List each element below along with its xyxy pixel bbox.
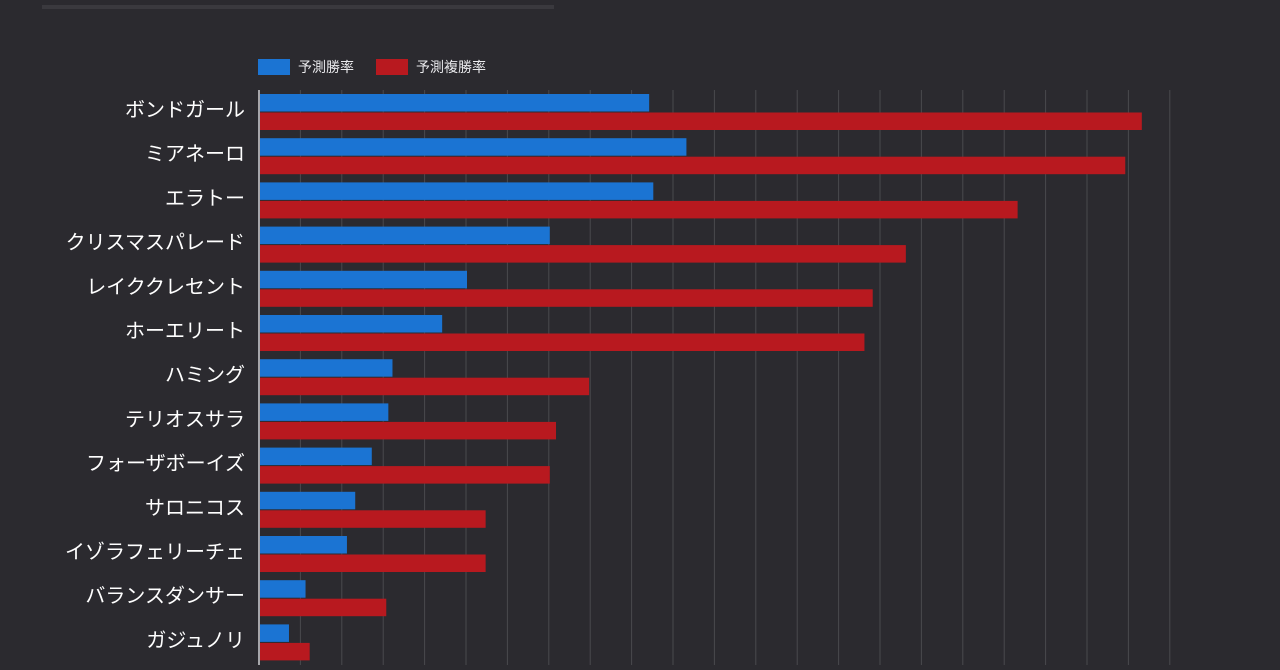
bar-win-rate[interactable] — [260, 315, 443, 333]
bar-place-rate[interactable] — [260, 510, 486, 528]
bar-place-rate[interactable] — [260, 156, 1126, 175]
category-label: ホーエリート — [125, 319, 245, 343]
bar-win-rate[interactable] — [260, 359, 393, 377]
category-label: クリスマスパレード — [66, 230, 245, 254]
bar-place-rate[interactable] — [260, 466, 550, 484]
category-label: バランスダンサー — [85, 584, 245, 608]
legend-item-place-rate[interactable]: 予測複勝率 — [376, 57, 486, 77]
bar-win-rate[interactable] — [260, 182, 654, 200]
bar-place-rate[interactable] — [260, 377, 590, 396]
legend: 予測勝率 予測複勝率 — [258, 57, 508, 77]
category-label: レイククレセント — [86, 274, 245, 298]
bar-place-rate[interactable] — [260, 598, 387, 617]
bar-win-rate[interactable] — [260, 270, 467, 289]
bar-place-rate[interactable] — [260, 112, 1142, 131]
category-label: ボンドガール — [125, 98, 245, 122]
category-label: サロニコス — [145, 495, 245, 519]
category-label: ミアネーロ — [145, 142, 245, 166]
bar-place-rate[interactable] — [260, 245, 906, 263]
bar-place-rate[interactable] — [260, 200, 1018, 219]
bar-win-rate[interactable] — [260, 447, 372, 466]
bar-win-rate[interactable] — [260, 403, 389, 421]
bar-place-rate[interactable] — [260, 421, 557, 440]
bar-place-rate[interactable] — [260, 289, 873, 307]
category-label: ガジュノリ — [146, 628, 245, 652]
bar-win-rate[interactable] — [260, 491, 356, 510]
bar-place-rate[interactable] — [260, 554, 486, 573]
bar-win-rate[interactable] — [260, 94, 650, 112]
category-label: エラトー — [165, 186, 245, 210]
top-divider — [42, 5, 554, 9]
legend-swatch-place-rate — [376, 59, 408, 75]
category-label: テリオスサラ — [125, 407, 245, 431]
legend-item-win-rate[interactable]: 予測勝率 — [258, 57, 354, 77]
bar-place-rate[interactable] — [260, 333, 865, 352]
category-label: フォーザボーイズ — [86, 451, 245, 475]
bar-win-rate[interactable] — [260, 536, 347, 554]
legend-label-win-rate: 予測勝率 — [298, 60, 354, 76]
bar-win-rate[interactable] — [260, 138, 687, 156]
legend-swatch-win-rate — [258, 59, 290, 75]
legend-label-place-rate: 予測複勝率 — [416, 60, 486, 76]
bar-win-rate[interactable] — [260, 226, 550, 245]
bar-place-rate[interactable] — [260, 642, 310, 661]
category-label: ハミング — [165, 363, 245, 387]
category-label: イゾラフェリーチェ — [65, 540, 245, 564]
bar-win-rate[interactable] — [260, 580, 306, 598]
bar-win-rate[interactable] — [260, 624, 289, 642]
